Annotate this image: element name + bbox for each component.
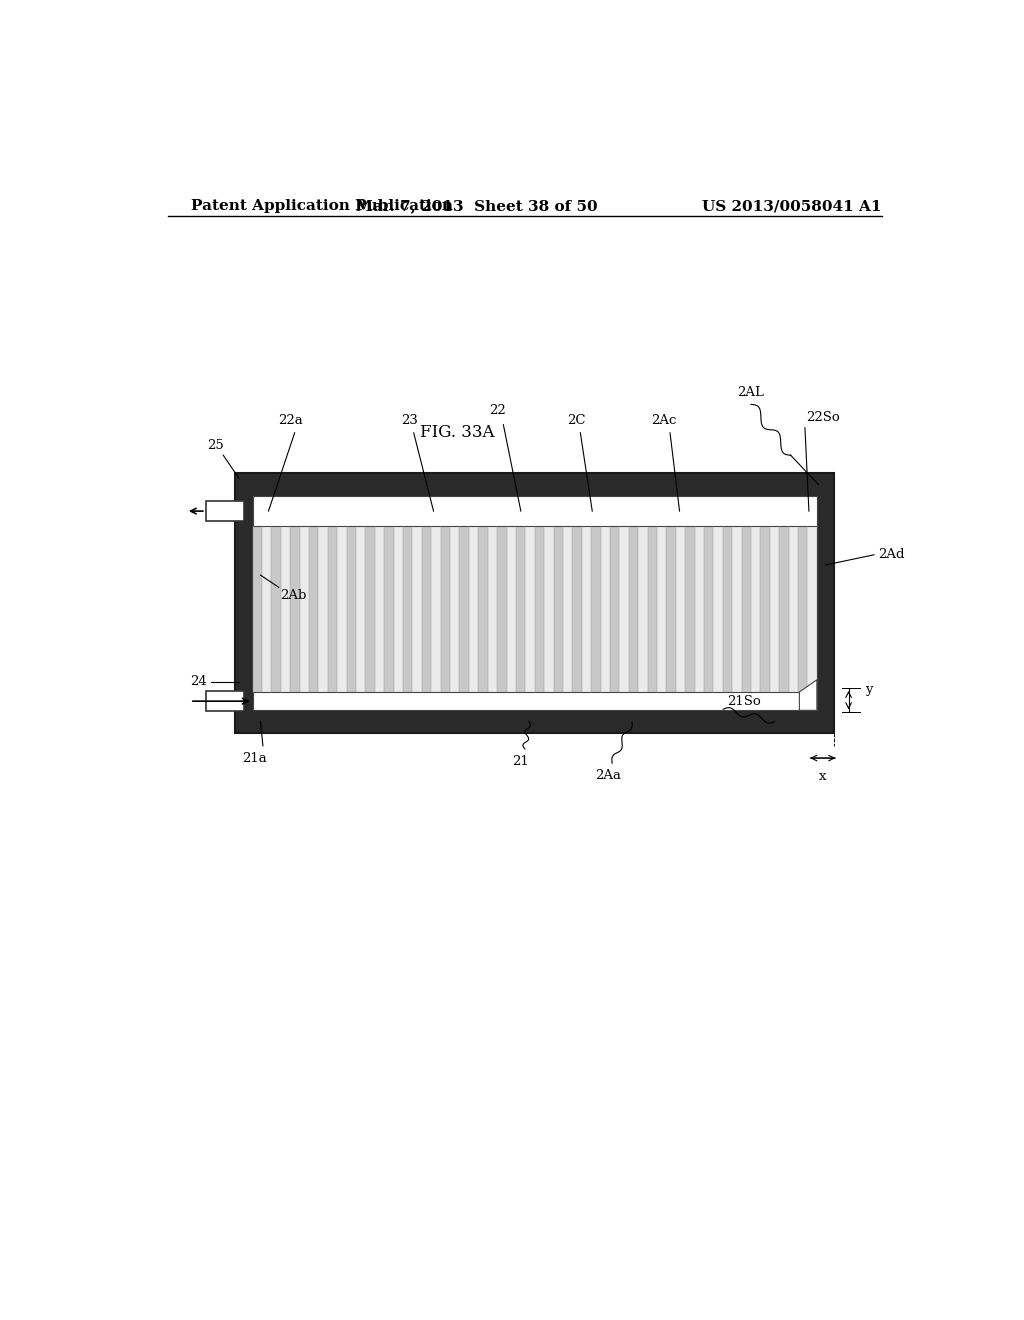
- Bar: [262, 527, 271, 692]
- Text: 2C: 2C: [567, 414, 586, 428]
- Bar: [440, 527, 451, 692]
- Bar: [591, 527, 600, 692]
- Bar: [770, 527, 779, 692]
- Bar: [741, 527, 751, 692]
- Bar: [563, 527, 572, 692]
- Text: 24: 24: [190, 676, 207, 688]
- Bar: [206, 500, 244, 521]
- Bar: [318, 527, 328, 692]
- Bar: [487, 527, 497, 692]
- Text: Patent Application Publication: Patent Application Publication: [191, 199, 454, 213]
- Bar: [667, 527, 676, 692]
- Bar: [413, 527, 422, 692]
- Text: x: x: [819, 770, 826, 783]
- Text: 22a: 22a: [279, 414, 303, 428]
- Bar: [403, 527, 413, 692]
- Bar: [281, 527, 290, 692]
- Bar: [431, 527, 440, 692]
- Bar: [271, 527, 281, 692]
- Bar: [685, 527, 694, 692]
- Bar: [788, 527, 798, 692]
- Bar: [582, 527, 591, 692]
- Bar: [451, 527, 460, 692]
- Bar: [751, 527, 761, 692]
- Bar: [290, 527, 300, 692]
- Bar: [723, 527, 732, 692]
- Bar: [572, 527, 582, 692]
- Bar: [253, 527, 262, 692]
- Bar: [638, 527, 647, 692]
- Bar: [497, 527, 507, 692]
- Bar: [525, 527, 535, 692]
- Bar: [516, 527, 525, 692]
- Text: 21So: 21So: [727, 694, 761, 708]
- Bar: [703, 527, 714, 692]
- Bar: [469, 527, 478, 692]
- Text: 2AL: 2AL: [737, 385, 764, 399]
- Text: 22So: 22So: [807, 411, 841, 424]
- Bar: [798, 527, 808, 692]
- Bar: [676, 527, 685, 692]
- Bar: [253, 496, 817, 527]
- Bar: [657, 527, 667, 692]
- Bar: [714, 527, 723, 692]
- Bar: [620, 527, 629, 692]
- Bar: [375, 527, 384, 692]
- Bar: [328, 527, 337, 692]
- Text: Mar. 7, 2013  Sheet 38 of 50: Mar. 7, 2013 Sheet 38 of 50: [356, 199, 598, 213]
- Text: 21a: 21a: [243, 751, 267, 764]
- Bar: [253, 496, 817, 710]
- Bar: [366, 527, 375, 692]
- Text: 21: 21: [512, 755, 529, 768]
- Bar: [253, 692, 817, 710]
- Bar: [647, 527, 657, 692]
- Bar: [779, 527, 788, 692]
- Bar: [206, 690, 244, 711]
- Bar: [309, 527, 318, 692]
- Bar: [808, 527, 817, 692]
- Bar: [732, 527, 741, 692]
- Text: 2Ad: 2Ad: [878, 548, 904, 561]
- Bar: [393, 527, 403, 692]
- Bar: [236, 474, 835, 733]
- Bar: [507, 527, 516, 692]
- Text: 25: 25: [207, 438, 223, 451]
- Text: 2Ab: 2Ab: [281, 589, 307, 602]
- Bar: [384, 527, 393, 692]
- Text: FIG. 33A: FIG. 33A: [420, 424, 495, 441]
- Bar: [300, 527, 309, 692]
- Text: 23: 23: [401, 414, 418, 428]
- Bar: [600, 527, 610, 692]
- Text: 22: 22: [488, 404, 506, 417]
- Bar: [694, 527, 703, 692]
- Polygon shape: [800, 680, 817, 710]
- Bar: [478, 527, 487, 692]
- Bar: [535, 527, 544, 692]
- Bar: [460, 527, 469, 692]
- Bar: [761, 527, 770, 692]
- Bar: [422, 527, 431, 692]
- Bar: [544, 527, 554, 692]
- Text: 2Ac: 2Ac: [651, 414, 677, 428]
- Bar: [356, 527, 366, 692]
- Bar: [337, 527, 347, 692]
- Text: US 2013/0058041 A1: US 2013/0058041 A1: [702, 199, 882, 213]
- Bar: [610, 527, 620, 692]
- Bar: [347, 527, 356, 692]
- Bar: [554, 527, 563, 692]
- Text: 2Aa: 2Aa: [595, 768, 622, 781]
- Text: y: y: [864, 684, 872, 697]
- Bar: [629, 527, 638, 692]
